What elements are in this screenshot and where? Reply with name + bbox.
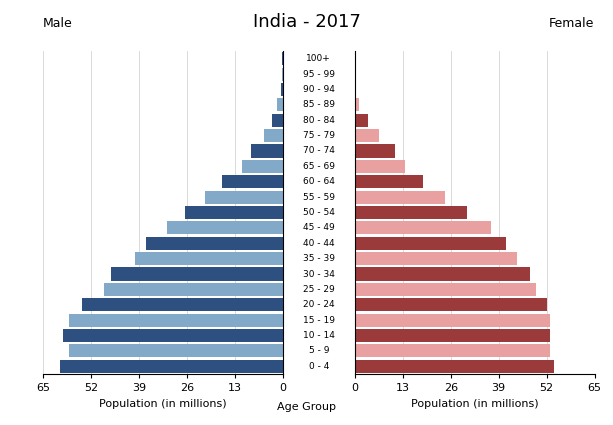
Bar (355, 283, 536, 296)
Text: 95 - 99: 95 - 99 (303, 70, 335, 79)
Text: 60 - 64: 60 - 64 (303, 177, 335, 186)
Text: 80 - 84: 80 - 84 (303, 116, 335, 125)
Text: 100+: 100+ (306, 54, 331, 63)
Bar (147, 237, 283, 250)
Bar (355, 237, 506, 250)
Bar (355, 83, 356, 96)
Text: 0 - 4: 0 - 4 (308, 362, 329, 371)
Bar (355, 68, 356, 81)
Bar (355, 190, 445, 204)
Bar (281, 83, 283, 96)
Bar (185, 206, 283, 219)
Bar (135, 252, 283, 265)
Bar (355, 206, 467, 219)
Text: 85 - 89: 85 - 89 (303, 100, 335, 109)
X-axis label: Population (in millions): Population (in millions) (411, 399, 538, 408)
X-axis label: Population (in millions): Population (in millions) (99, 399, 227, 408)
Bar (355, 175, 423, 188)
Bar (69, 344, 283, 357)
Bar (355, 144, 395, 158)
Bar (272, 113, 283, 127)
Bar (355, 113, 368, 127)
Text: 25 - 29: 25 - 29 (303, 285, 335, 294)
Text: 15 - 19: 15 - 19 (303, 316, 335, 325)
Text: 35 - 39: 35 - 39 (303, 254, 335, 263)
Text: 70 - 74: 70 - 74 (303, 147, 335, 156)
Bar (111, 267, 283, 280)
Text: Male: Male (43, 17, 73, 30)
Bar (282, 52, 283, 65)
Bar (82, 298, 283, 312)
Bar (355, 329, 550, 342)
Text: 40 - 44: 40 - 44 (303, 239, 335, 248)
Bar (355, 360, 554, 373)
Text: 55 - 59: 55 - 59 (303, 193, 335, 201)
Text: 20 - 24: 20 - 24 (303, 300, 335, 309)
Bar (69, 314, 283, 327)
Text: Age Group: Age Group (277, 402, 336, 412)
Bar (355, 314, 550, 327)
Bar (59, 360, 283, 373)
Bar (205, 190, 283, 204)
Text: India - 2017: India - 2017 (253, 13, 360, 31)
Text: 50 - 54: 50 - 54 (303, 208, 335, 217)
Bar (167, 221, 283, 235)
Bar (355, 160, 405, 173)
Bar (281, 68, 283, 81)
Bar (222, 175, 283, 188)
Bar (355, 252, 517, 265)
Bar (277, 98, 283, 111)
Bar (63, 329, 283, 342)
Bar (355, 129, 379, 142)
Bar (242, 160, 283, 173)
Text: 5 - 9: 5 - 9 (308, 346, 329, 355)
Bar (104, 283, 283, 296)
Text: 10 - 14: 10 - 14 (303, 331, 335, 340)
Text: 30 - 34: 30 - 34 (303, 269, 335, 278)
Text: 45 - 49: 45 - 49 (303, 224, 335, 232)
Text: 65 - 69: 65 - 69 (303, 162, 335, 171)
Text: 75 - 79: 75 - 79 (303, 131, 335, 140)
Bar (355, 298, 547, 312)
Text: Female: Female (549, 17, 595, 30)
Bar (355, 221, 491, 235)
Bar (355, 267, 530, 280)
Bar (251, 144, 283, 158)
Bar (355, 98, 359, 111)
Bar (355, 344, 550, 357)
Text: 90 - 94: 90 - 94 (303, 85, 335, 94)
Bar (264, 129, 283, 142)
